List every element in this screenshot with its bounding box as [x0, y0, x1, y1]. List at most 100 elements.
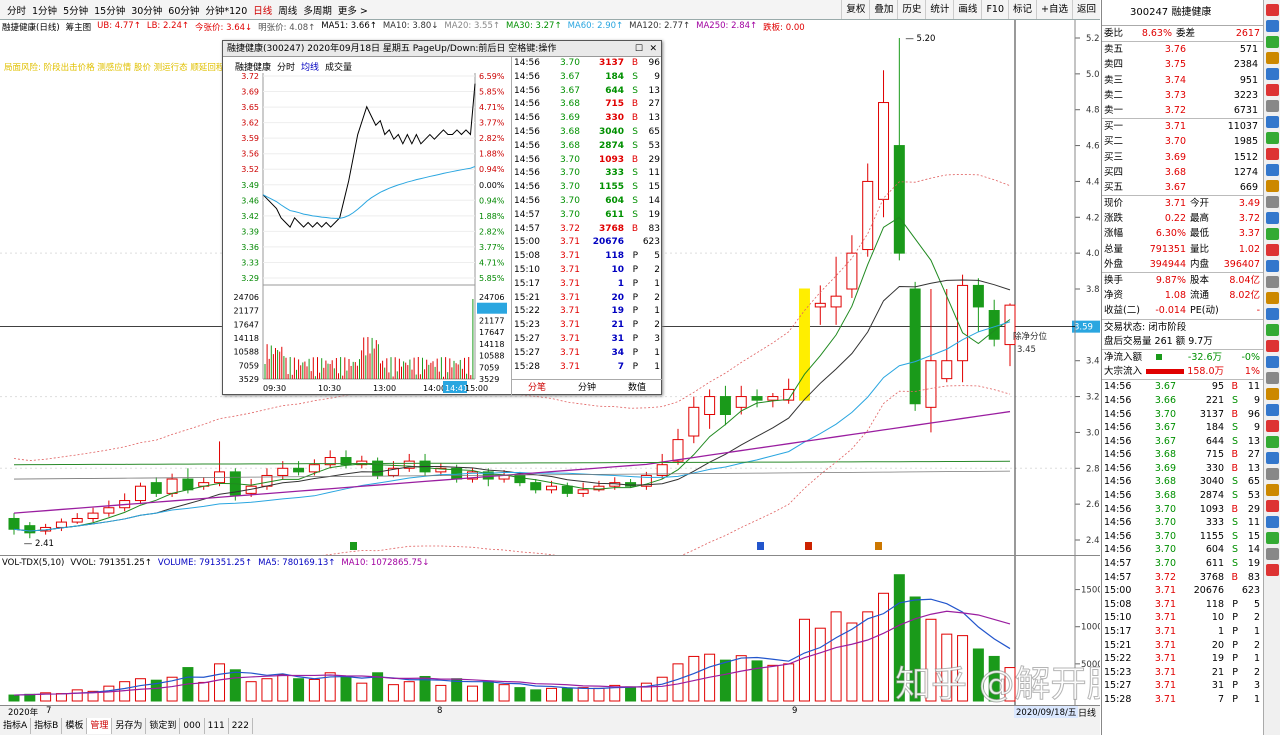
event-marker[interactable] — [805, 542, 812, 550]
tick-cell: 19 — [1247, 558, 1260, 570]
tool-icon[interactable] — [1266, 516, 1279, 528]
tool-icon[interactable] — [1266, 36, 1279, 48]
tool-icon[interactable] — [1266, 196, 1279, 208]
volume-bar — [593, 687, 605, 702]
tool-icon[interactable] — [1266, 148, 1279, 160]
period-tab[interactable]: 30分钟 — [131, 5, 163, 17]
tab-junxian[interactable]: 均线 — [301, 63, 320, 73]
tool-icon[interactable] — [1266, 308, 1279, 320]
tool-icon[interactable] — [1266, 260, 1279, 272]
period-tab[interactable]: 更多 > — [337, 5, 368, 17]
intraday-pct-tick: 2.82% — [479, 134, 505, 143]
period-tab[interactable]: 5分钟 — [63, 5, 89, 17]
tick-cell: 9 — [1253, 422, 1260, 434]
tool-icon[interactable] — [1266, 228, 1279, 240]
indicator-tab[interactable]: 指标A — [0, 718, 32, 734]
event-marker[interactable] — [757, 542, 764, 550]
tool-icon[interactable] — [1266, 340, 1279, 352]
tool-icon[interactable] — [1266, 164, 1279, 176]
tool-icon[interactable] — [1266, 180, 1279, 192]
price-tick: 4.00 — [1086, 249, 1100, 259]
indicator-tab[interactable]: 指标B — [31, 718, 63, 734]
tool-icon[interactable] — [1266, 276, 1279, 288]
tool-button[interactable]: 复权 — [841, 0, 869, 19]
trade-tab[interactable]: 数值 — [627, 383, 646, 393]
trade-tab[interactable]: 分笔 — [527, 383, 546, 393]
tool-icon[interactable] — [1266, 212, 1279, 224]
tab-fenshi[interactable]: 分时 — [277, 63, 296, 73]
intraday-popup[interactable]: 融捷健康(300247) 2020年09月18日 星期五 PageUp/Down… — [222, 40, 662, 395]
candle — [893, 145, 905, 254]
indicator-tab[interactable]: 另存为 — [112, 718, 147, 734]
tool-button[interactable]: F10 — [981, 0, 1008, 19]
tool-icon[interactable] — [1266, 564, 1279, 576]
tool-icon[interactable] — [1266, 404, 1279, 416]
tool-icon[interactable] — [1266, 452, 1279, 464]
period-tab[interactable]: 分时 — [7, 5, 27, 17]
tool-button[interactable]: 历史 — [897, 0, 925, 19]
tool-icon[interactable] — [1266, 372, 1279, 384]
trade-tab[interactable]: 分钟 — [577, 383, 596, 393]
tool-button[interactable]: 画线 — [953, 0, 981, 19]
tick-cell: P — [1232, 639, 1238, 651]
tool-icon[interactable] — [1266, 132, 1279, 144]
tool-button[interactable]: 标记 — [1008, 0, 1036, 19]
period-tab[interactable]: 15分钟 — [94, 5, 126, 17]
intraday-chart[interactable]: 3.72 6.59% 3.69 5.85% 3.65 4.71% 3.62 3.77% 3.59… — [223, 57, 511, 395]
period-tab[interactable]: 1分钟 — [32, 5, 58, 17]
event-marker[interactable] — [875, 542, 882, 550]
tab-volume[interactable]: 成交量 — [325, 63, 353, 73]
period-tab[interactable]: 分钟*120 — [205, 5, 248, 17]
tool-icon[interactable] — [1266, 468, 1279, 480]
tool-icon[interactable] — [1266, 324, 1279, 336]
maximize-icon[interactable]: ☐ — [634, 44, 643, 54]
tool-icon[interactable] — [1266, 484, 1279, 496]
tool-button[interactable]: +自选 — [1036, 0, 1072, 19]
tool-icon[interactable] — [1266, 436, 1279, 448]
kline-chart[interactable]: 5.20 5.00 4.80 4.60 4.40 4.20 4.00 3.80 3.59 3.40… — [0, 20, 1100, 555]
tool-icon[interactable] — [1266, 548, 1279, 560]
indicator-tab[interactable]: 管理 — [87, 718, 113, 734]
period-tab[interactable]: 日线 — [253, 5, 273, 17]
close-icon[interactable]: ✕ — [649, 44, 657, 54]
tool-icon[interactable] — [1266, 356, 1279, 368]
candle — [182, 478, 194, 491]
volume-bar — [466, 685, 478, 702]
tool-icon[interactable] — [1266, 4, 1279, 16]
tool-icon[interactable] — [1266, 420, 1279, 432]
tool-icon[interactable] — [1266, 292, 1279, 304]
current-period[interactable]: 日线 — [1078, 709, 1097, 719]
bids-label: 买四 — [1104, 166, 1124, 178]
indicator-tab[interactable]: 222 — [229, 718, 253, 734]
period-tab[interactable]: 周线 — [278, 5, 298, 17]
period-tab[interactable]: 60分钟 — [168, 5, 200, 17]
tool-icon[interactable] — [1266, 52, 1279, 64]
indicator-tab[interactable]: 111 — [205, 718, 229, 734]
period-tab[interactable]: 多周期 — [303, 5, 332, 17]
tick-cell: 623 — [1241, 585, 1260, 597]
indicator-tab[interactable]: 模板 — [62, 718, 88, 734]
tick-cell: S — [1231, 476, 1238, 488]
tool-button[interactable]: 返回 — [1071, 0, 1100, 19]
trade-cell: 5 — [654, 251, 660, 262]
tool-icon[interactable] — [1266, 388, 1279, 400]
tool-button[interactable]: 统计 — [925, 0, 953, 19]
tool-button[interactable]: 叠加 — [869, 0, 897, 19]
trade-cell: 14:56 — [514, 195, 540, 206]
tool-icon[interactable] — [1266, 532, 1279, 544]
indicator-tab[interactable]: 锁定到 — [146, 718, 181, 734]
tool-icon[interactable] — [1266, 116, 1279, 128]
tool-icon[interactable] — [1266, 68, 1279, 80]
tool-icon[interactable] — [1266, 20, 1279, 32]
price-tick: 3.20 — [1086, 393, 1100, 403]
tool-icon[interactable] — [1266, 500, 1279, 512]
tool-icon[interactable] — [1266, 244, 1279, 256]
candle — [514, 474, 526, 484]
event-marker[interactable] — [350, 542, 357, 550]
tool-icon[interactable] — [1266, 84, 1279, 96]
candle — [830, 295, 842, 308]
tick-cell: 3.69 — [1154, 462, 1176, 474]
indicator-tab[interactable]: 000 — [180, 718, 205, 734]
tool-icon[interactable] — [1266, 100, 1279, 112]
